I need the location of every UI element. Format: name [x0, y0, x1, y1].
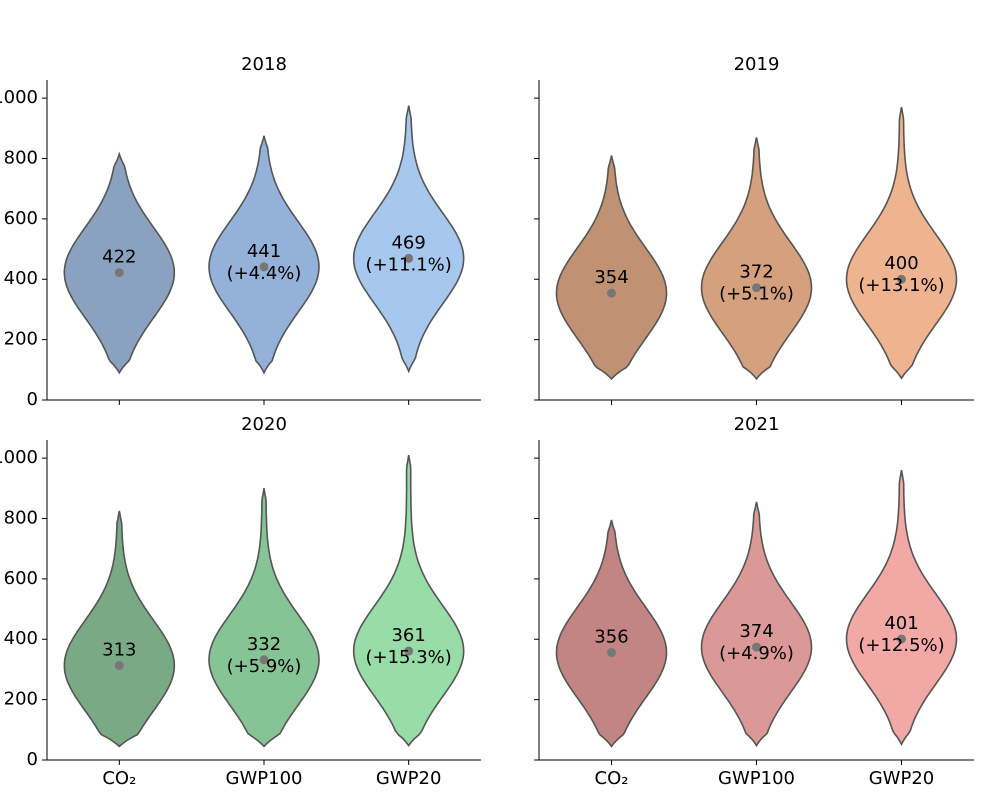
x-tick-label: GWP20 — [376, 768, 442, 789]
mean-dot — [897, 634, 906, 644]
violin — [700, 137, 813, 381]
violin — [845, 470, 958, 747]
change-label: (+5.9%) — [227, 656, 302, 677]
change-label: (+13.1%) — [858, 275, 944, 296]
change-label: (+4.4%) — [227, 263, 302, 284]
violin — [700, 501, 813, 747]
y-tick-label: 0 — [27, 749, 38, 770]
y-tick-label: 400 — [4, 628, 38, 649]
y-tick-label: 200 — [4, 329, 38, 350]
subplot-title: 2021 — [734, 414, 780, 435]
value-label: 401 — [884, 613, 918, 634]
violin — [352, 105, 465, 374]
mean-dot — [897, 274, 906, 284]
violin — [63, 510, 176, 748]
value-label: 332 — [247, 634, 281, 655]
violin — [845, 107, 958, 380]
mean-dot — [752, 642, 761, 652]
value-label: 356 — [594, 627, 628, 648]
y-tick-label: 600 — [4, 208, 38, 229]
change-label: (+5.1%) — [719, 284, 794, 305]
value-label: 374 — [739, 621, 773, 642]
value-label: 469 — [391, 232, 425, 253]
mean-dot — [259, 655, 269, 665]
y-tick-label: 800 — [4, 507, 38, 528]
x-tick-label: GWP20 — [869, 768, 935, 789]
value-label: 422 — [102, 247, 136, 268]
y-tick-label: 400 — [4, 268, 38, 289]
mean-dot — [114, 268, 124, 278]
subplot-title: 2020 — [241, 414, 287, 435]
mean-dot — [752, 283, 761, 293]
y-tick-label: 1000 — [0, 447, 38, 468]
y-tick-label: 1000 — [0, 87, 38, 108]
x-tick-label: GWP100 — [226, 768, 303, 789]
mean-dot — [607, 648, 616, 658]
value-label: 400 — [884, 253, 918, 274]
violin — [555, 155, 668, 381]
violin — [352, 454, 465, 747]
mean-dot — [259, 262, 269, 272]
value-label: 361 — [391, 625, 425, 646]
value-label: 441 — [247, 241, 281, 262]
mean-dot — [404, 253, 414, 263]
value-label: 354 — [594, 267, 628, 288]
y-tick-label: 600 — [4, 568, 38, 589]
mean-dot — [607, 288, 616, 298]
violin — [555, 519, 668, 748]
value-label: 372 — [739, 262, 773, 283]
x-tick-label: CO₂ — [102, 768, 136, 789]
change-label: (+12.5%) — [858, 635, 944, 656]
y-tick-label: 200 — [4, 689, 38, 710]
change-label: (+15.3%) — [366, 647, 452, 668]
value-label: 313 — [102, 640, 136, 661]
mean-dot — [114, 661, 124, 671]
subplot-title: 2018 — [241, 54, 287, 75]
x-tick-label: GWP100 — [718, 768, 795, 789]
violin — [208, 488, 320, 748]
violin — [63, 151, 176, 375]
y-tick-label: 0 — [27, 389, 38, 410]
y-tick-label: 800 — [4, 147, 38, 168]
change-label: (+4.9%) — [719, 643, 794, 664]
mean-dot — [404, 646, 414, 656]
x-tick-label: CO₂ — [595, 768, 629, 789]
violin — [208, 135, 320, 375]
change-label: (+11.1%) — [366, 254, 452, 275]
subplot-title: 2019 — [734, 54, 780, 75]
